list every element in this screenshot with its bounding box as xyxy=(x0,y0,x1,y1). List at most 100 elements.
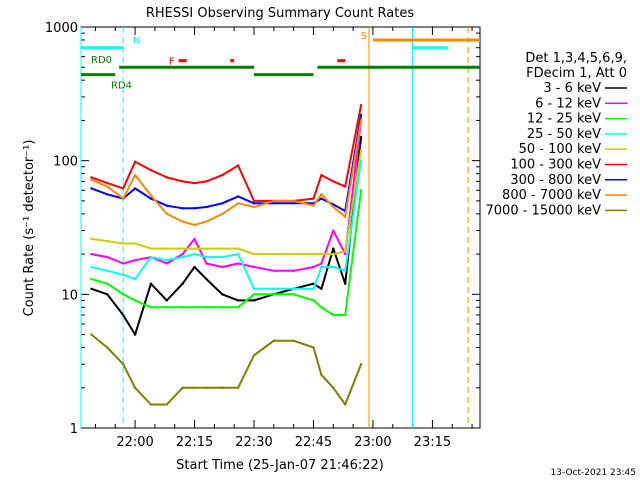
series-point xyxy=(359,103,363,107)
series-line xyxy=(90,333,363,406)
x-tick-label: 22:15 xyxy=(176,435,213,450)
y-tick-label: 1000 xyxy=(45,21,78,36)
y-tick-label: 10 xyxy=(61,288,78,303)
series-point xyxy=(193,223,196,227)
series-point xyxy=(90,176,93,179)
series-point xyxy=(272,293,276,296)
series-point xyxy=(106,293,109,296)
series-point xyxy=(205,247,208,250)
series-point xyxy=(181,207,184,210)
flag-label: S xyxy=(361,31,367,42)
series-point xyxy=(221,247,224,250)
series-point xyxy=(221,202,224,205)
series-point xyxy=(252,202,256,205)
x-axis-label: Start Time (25-Jan-07 21:46:22) xyxy=(176,458,384,473)
series-point xyxy=(252,199,256,203)
series-point xyxy=(165,403,168,406)
series-point xyxy=(205,386,208,389)
series-point xyxy=(312,265,315,269)
series-point xyxy=(332,247,335,250)
series-point xyxy=(221,293,224,296)
series-point xyxy=(359,113,363,117)
series-point xyxy=(133,333,137,336)
series-point xyxy=(205,262,208,265)
series-point xyxy=(149,306,153,309)
series-point xyxy=(332,180,335,183)
series-point xyxy=(193,247,196,250)
series-point xyxy=(165,247,168,250)
series-point xyxy=(205,180,208,183)
series-point xyxy=(359,363,363,366)
series-point xyxy=(193,265,196,269)
series-point xyxy=(133,173,137,177)
series-point xyxy=(149,194,153,197)
series-point xyxy=(359,135,363,139)
x-tick-label: 22:45 xyxy=(295,435,332,450)
series-point xyxy=(193,252,196,256)
series-point xyxy=(181,180,184,183)
x-tick-label: 22:30 xyxy=(235,435,272,450)
series-point xyxy=(272,252,276,256)
series-point xyxy=(165,204,168,207)
series-point xyxy=(149,247,153,250)
series-point xyxy=(106,269,109,272)
series-point xyxy=(106,239,109,243)
series-point xyxy=(193,207,196,210)
series-point xyxy=(106,346,109,349)
series-point xyxy=(193,386,196,389)
series-point xyxy=(149,197,153,200)
x-tick-label: 23:00 xyxy=(354,435,391,450)
flag-label: RD0 xyxy=(91,55,112,66)
series-point xyxy=(205,205,208,209)
series-point xyxy=(106,282,109,285)
series-point xyxy=(121,187,125,190)
series-point xyxy=(90,187,93,190)
series-point xyxy=(165,176,168,179)
legend-header-1: Det 1,3,4,5,6,9, xyxy=(525,51,627,66)
series-point xyxy=(292,252,295,256)
series-point xyxy=(236,262,240,265)
series-point xyxy=(121,242,125,245)
series-point xyxy=(252,265,256,269)
series-point xyxy=(181,247,184,250)
flag-label: RD4 xyxy=(111,81,132,92)
series-point xyxy=(236,202,240,205)
series-point xyxy=(221,212,224,216)
series-point xyxy=(252,293,256,296)
series-point xyxy=(272,287,276,291)
series-point xyxy=(133,242,137,245)
legend: Det 1,3,4,5,6,9, FDecim 1, Att 0 3 - 6 k… xyxy=(486,51,627,218)
series-point xyxy=(165,259,168,262)
x-tick-label: 22:00 xyxy=(116,435,153,450)
series-point xyxy=(292,199,295,203)
legend-entry-label: 3 - 6 keV xyxy=(543,81,601,96)
series-point xyxy=(320,197,323,200)
plot-frame xyxy=(80,26,481,429)
series-point xyxy=(149,403,153,406)
series-point xyxy=(236,247,240,250)
series-point xyxy=(221,386,224,389)
series-point xyxy=(205,220,208,223)
series-point xyxy=(205,306,208,309)
series-point xyxy=(205,277,208,281)
series-point xyxy=(106,181,109,185)
series-point xyxy=(272,199,276,203)
plot-area: 1 10 100 1000 22:00 22:15 22:30 22:45 23:00 23:15… xyxy=(45,21,481,450)
series-point xyxy=(121,293,125,296)
series-point xyxy=(292,287,295,291)
series-point xyxy=(332,386,335,389)
series-point xyxy=(149,168,153,172)
series-point xyxy=(252,299,256,302)
timestamp: 13-Oct-2021 23:45 xyxy=(551,468,636,478)
series-point xyxy=(292,269,295,272)
legend-entry-label: 12 - 25 keV xyxy=(527,112,601,127)
series-point xyxy=(90,252,93,256)
series-point xyxy=(320,262,323,265)
series-point xyxy=(121,197,125,200)
series-point xyxy=(320,287,323,291)
series-point xyxy=(181,255,184,259)
series-point xyxy=(292,202,295,205)
series-point xyxy=(312,204,315,207)
series-point xyxy=(149,255,153,259)
series-point xyxy=(332,252,335,256)
